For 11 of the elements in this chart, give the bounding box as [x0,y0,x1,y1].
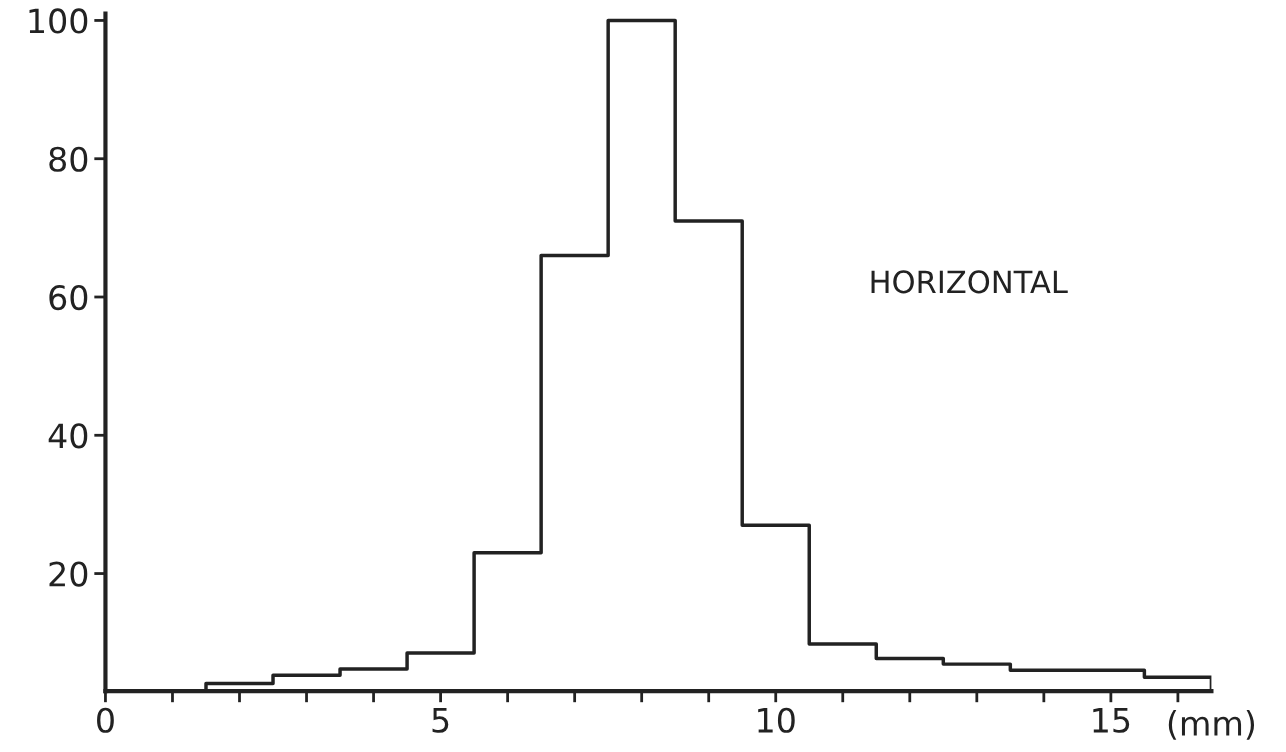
x-tick-label: 10 [758,707,795,733]
x-tick-label: 0 [97,707,114,733]
y-tick-label: 20 [49,561,88,587]
x-axis-title: (mm) [1168,710,1255,740]
y-tick-label: 100 [29,8,88,34]
y-tick-label: 40 [48,423,88,449]
y-tick-label: 80 [49,146,88,172]
annotation: HORIZONTAL [871,270,1068,294]
x-tick-label: 5 [432,708,449,733]
x-tick-label: 15 [1093,708,1130,733]
y-tick-label: 60 [49,284,88,311]
